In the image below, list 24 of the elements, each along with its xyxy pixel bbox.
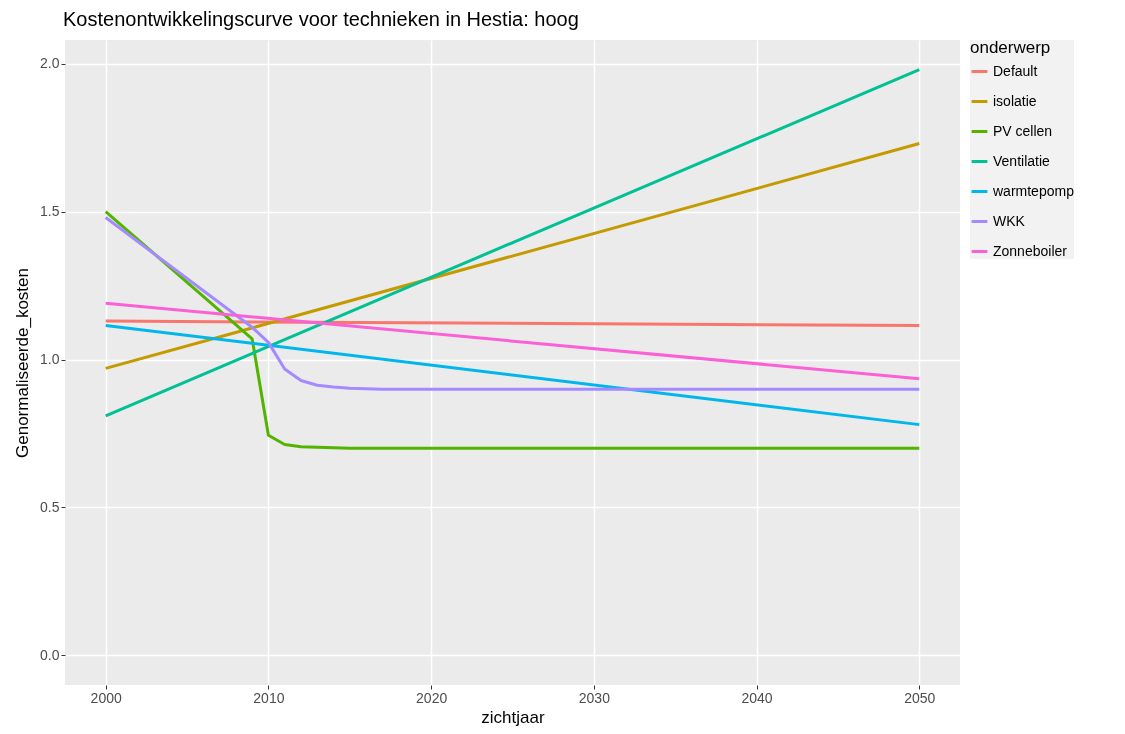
line-series (104, 210, 921, 450)
x-tick-label: 2030 (578, 689, 611, 706)
chart-title: Kostenontwikkelingscurve voor technieken in Hestia: hoog (63, 8, 579, 30)
legend-title: onderwerp (970, 38, 1051, 57)
legend-label: Ventilatie (993, 152, 1051, 169)
x-tick-label: 2050 (904, 689, 936, 706)
legend-label: WKK (993, 212, 1026, 229)
x-tick-label: 2010 (253, 689, 285, 706)
y-tick-label: 1.0 (40, 351, 60, 368)
y-tick-label: 0.5 (40, 498, 60, 515)
legend-label: Zonneboiler (993, 242, 1068, 259)
legend-label: isolatie (993, 92, 1037, 109)
legend-label: warmtepomp (992, 182, 1075, 199)
x-axis-title: zichtjaar (481, 707, 545, 727)
y-tick-label: 1.5 (40, 203, 60, 220)
x-tick-label: 2000 (90, 689, 122, 706)
line-series (104, 216, 921, 391)
y-tick-label: 2.0 (40, 55, 60, 72)
y-tick-label: 0.0 (40, 646, 60, 663)
legend-label: PV cellen (993, 122, 1053, 139)
legend-label: Default (993, 62, 1038, 79)
x-tick-label: 2040 (741, 689, 773, 706)
x-tick-label: 2020 (416, 689, 448, 706)
y-axis-title: Genormaliseerde_kosten (13, 268, 33, 458)
